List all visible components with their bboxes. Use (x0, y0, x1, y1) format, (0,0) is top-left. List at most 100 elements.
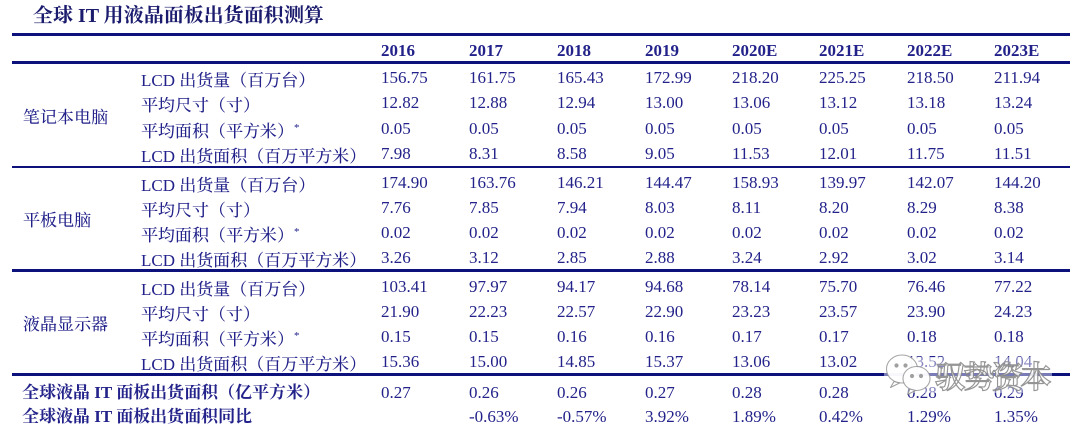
value-cell: 8.31 (469, 144, 499, 164)
value-cell: 3.12 (469, 248, 499, 268)
value-cell: 0.02 (994, 223, 1024, 242)
row-label-text: 平均尺寸（寸） (141, 200, 260, 220)
value-cell: 211.94 (994, 68, 1041, 87)
value-cell: 144.20 (994, 172, 1041, 192)
value-cell: 2.85 (557, 248, 587, 268)
value-cell: 158.93 (732, 172, 779, 192)
value-cell: 3.26 (381, 248, 411, 268)
bubble-eye (918, 373, 924, 379)
value-cell: 23.57 (819, 301, 858, 321)
value-cell: 0.02 (557, 223, 587, 242)
value-cell: 7.98 (381, 144, 411, 164)
value-cell: 146.21 (557, 172, 604, 192)
bubble-eye (903, 363, 908, 368)
row-label: LCD 出货量（百万台） (141, 65, 315, 93)
row-label: 平均尺寸（寸） (141, 90, 260, 118)
value-cell: 0.02 (819, 223, 849, 242)
value-cell: 15.37 (645, 352, 684, 372)
value-cell: 8.29 (907, 197, 937, 217)
table-row: LCD 出货量（百万台） 103.41 97.97 94.17 94.68 78… (0, 274, 1080, 299)
value-cell: 225.25 (819, 68, 866, 87)
summary-value-cell: 0.27 (645, 383, 675, 402)
rule-below-title (12, 32, 1070, 36)
value-cell: 22.23 (469, 301, 508, 321)
year-column-header: 2019 (645, 40, 679, 60)
value-cell: 12.94 (557, 93, 596, 113)
table-row: LCD 出货面积（百万平方米） 15.36 15.00 14.85 15.37 … (0, 349, 1080, 374)
summary-value-cell: 0.26 (557, 383, 587, 402)
value-cell: 0.16 (557, 326, 587, 346)
value-cell: 13.00 (645, 93, 684, 113)
summary-value-cell: 0.28 (732, 383, 762, 402)
value-cell: 0.15 (381, 326, 411, 346)
row-label-text: LCD 出货面积（百万平方米） (141, 355, 367, 375)
value-cell: 0.02 (469, 223, 499, 242)
row-label: LCD 出货量（百万台） (141, 170, 315, 198)
year-column-header: 2022E (907, 40, 953, 60)
summary-value-cell: 1.35% (994, 406, 1038, 425)
value-cell: 77.22 (994, 276, 1033, 296)
row-label-text: LCD 出货量（百万台） (141, 279, 316, 299)
table-row: 平均面积（平方米）* 0.15 0.15 0.16 0.16 0.17 0.17… (0, 324, 1080, 349)
value-cell: 11.51 (994, 144, 1032, 164)
value-cell: 8.38 (994, 197, 1024, 217)
group-label-notebook: 笔记本电脑 (23, 107, 108, 127)
value-cell: 12.01 (819, 144, 858, 164)
value-cell: 139.97 (819, 172, 866, 192)
value-cell: 3.02 (907, 248, 937, 268)
value-cell: 0.18 (907, 326, 937, 346)
value-cell: 21.90 (381, 301, 420, 321)
value-cell: 9.05 (645, 144, 675, 164)
value-cell: 94.68 (645, 276, 684, 296)
value-cell: 165.43 (557, 68, 604, 87)
rule-group-separator (12, 269, 1070, 272)
value-cell: 12.88 (469, 93, 508, 113)
summary-value-cell: -0.57% (557, 406, 607, 425)
value-cell: 15.00 (469, 352, 508, 372)
rule-below-header (12, 60, 1070, 64)
small-bubble-shape (902, 365, 931, 392)
year-column-header: 2021E (819, 40, 865, 60)
table-row: LCD 出货量（百万台） 174.90 163.76 146.21 144.47… (0, 170, 1080, 195)
value-cell: 7.76 (381, 197, 411, 217)
value-cell: 144.47 (645, 172, 692, 192)
value-cell: 0.05 (557, 118, 587, 138)
summary-row: 全球液晶 IT 面板出货面积同比 -0.63% -0.57% 3.92% 1.8… (0, 405, 1080, 425)
value-cell: 13.06 (732, 352, 771, 372)
value-cell: 13.18 (907, 93, 946, 113)
value-cell: 161.75 (469, 68, 516, 87)
value-cell: 13.24 (994, 93, 1033, 113)
value-cell: 0.05 (819, 118, 849, 138)
row-label: 平均面积（平方米）* (141, 324, 300, 352)
row-label: LCD 出货面积（百万平方米） (141, 245, 366, 273)
watermark-text: 驭势资本 (934, 352, 1052, 397)
value-cell: 174.90 (381, 172, 428, 192)
table-row: 平均尺寸（寸） 12.82 12.88 12.94 13.00 13.06 13… (0, 90, 1080, 115)
value-cell: 14.85 (557, 352, 596, 372)
wechat-speech-bubbles-icon (885, 354, 931, 396)
value-cell: 78.14 (732, 276, 771, 296)
value-cell: 0.18 (994, 326, 1024, 346)
year-column-header: 2016 (381, 40, 415, 60)
row-label: LCD 出货量（百万台） (141, 274, 315, 302)
value-cell: 23.23 (732, 301, 771, 321)
value-cell: 22.90 (645, 301, 684, 321)
value-cell: 3.24 (732, 248, 762, 268)
value-cell: 2.88 (645, 248, 675, 268)
table-row: 平均面积（平方米）* 0.02 0.02 0.02 0.02 0.02 0.02… (0, 220, 1080, 245)
value-cell: 0.05 (907, 118, 937, 138)
value-cell: 7.94 (557, 197, 587, 217)
row-label-text: 平均面积（平方米） (141, 121, 294, 141)
year-column-header: 2017 (469, 40, 503, 60)
value-cell: 8.03 (645, 197, 675, 217)
value-cell: 0.02 (381, 223, 411, 242)
value-cell: 8.20 (819, 197, 849, 217)
value-cell: 2.92 (819, 248, 849, 268)
value-cell: 24.23 (994, 301, 1033, 321)
row-label-text: 平均尺寸（寸） (141, 304, 260, 324)
watermark: 驭势资本 (880, 350, 1057, 396)
summary-value-cell: 1.29% (907, 406, 951, 425)
value-cell: 142.07 (907, 172, 954, 192)
year-column-header: 2020E (732, 40, 778, 60)
footnote-star: * (294, 329, 300, 342)
